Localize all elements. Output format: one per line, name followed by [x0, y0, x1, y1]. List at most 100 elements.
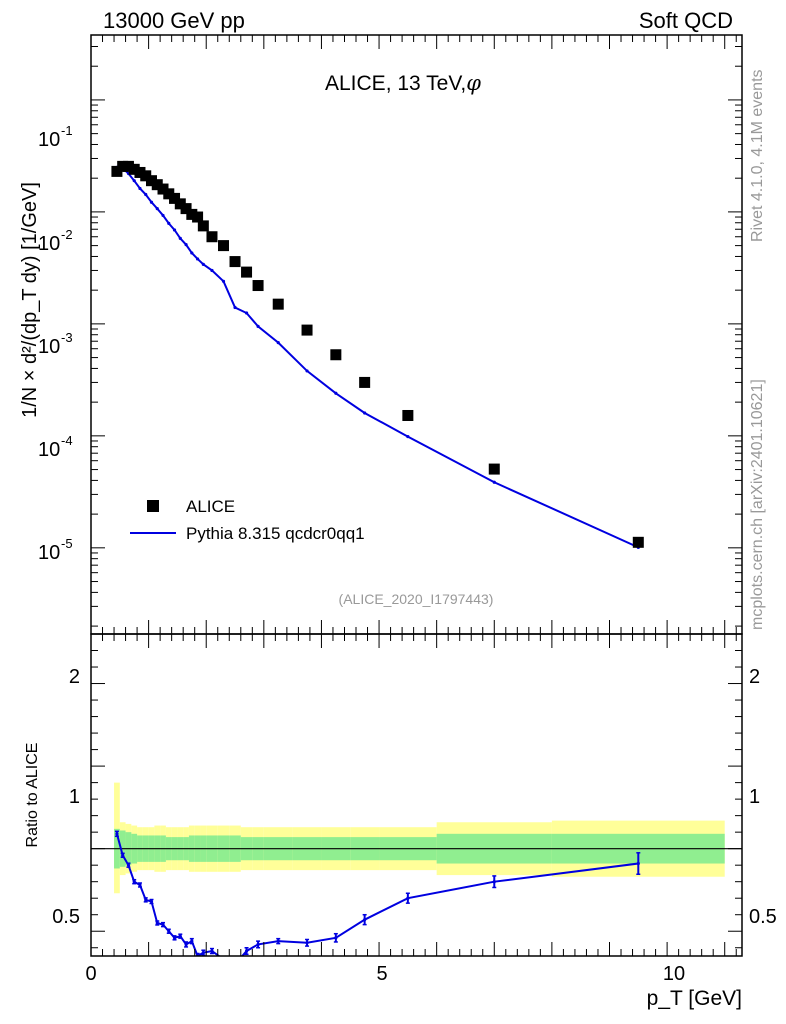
xtick-5: 5 — [376, 963, 387, 985]
mc-ratio-point — [233, 963, 236, 966]
plot-title: ALICE, 13 TeV,φ — [325, 71, 481, 95]
alice-data-point — [140, 170, 152, 182]
mc-ratio-point — [138, 883, 142, 887]
spectrum-ylabel: 1/N × d²/(dp_T dy) [1/GeV] — [19, 182, 41, 418]
mc-spectrum-point — [210, 268, 214, 273]
ratio-ytick-2-left: 2 — [69, 666, 80, 688]
mc-spectrum-point — [132, 179, 136, 183]
mc-ratio-point — [132, 880, 136, 884]
alice-data-point — [241, 266, 253, 278]
alice-data-point — [330, 349, 342, 361]
ytick-1e-1-exp: -1 — [61, 123, 73, 138]
ytick-1e-2-exp: -2 — [61, 227, 73, 242]
mc-spectrum-line — [116, 166, 639, 549]
alice-data-point — [157, 183, 169, 195]
alice-data-point — [169, 192, 181, 204]
ratio-ylabel: Ratio to ALICE — [24, 743, 41, 848]
alice-data-point — [218, 240, 230, 252]
mc-spectrum-point — [492, 480, 496, 484]
ratio-ytick-0.5-left: 0.5 — [52, 906, 80, 928]
alice-data-point — [488, 463, 500, 475]
mc-spectrum-point — [178, 236, 182, 240]
legend: ALICE Pythia 8.315 qcdcr0qq1 — [130, 497, 365, 543]
mc-spectrum-point — [221, 279, 226, 283]
mc-spectrum-point — [305, 369, 309, 373]
ytick-1e-5-exp: -5 — [61, 536, 73, 551]
mc-ratio-point — [492, 880, 496, 884]
mc-spectrum-point — [406, 434, 410, 439]
mc-ratio-point — [636, 861, 640, 866]
mc-ratio-point — [184, 942, 188, 947]
mc-spectrum-point — [256, 324, 260, 328]
ytick-1e-4-exp: -4 — [61, 433, 73, 448]
mc-spectrum-point — [363, 411, 367, 415]
mc-ratio-point — [167, 929, 171, 933]
alice-data-point — [117, 160, 129, 172]
alice-data-point — [229, 256, 241, 268]
mc-spectrum-point — [276, 341, 280, 345]
alice-data-point — [402, 409, 414, 421]
ytick-1e-3-base: 10 — [38, 336, 60, 358]
alice-data-point — [186, 208, 198, 220]
header-right: Soft QCD — [639, 8, 733, 33]
spectrum-mc-series — [115, 165, 640, 549]
mc-ratio-point — [144, 898, 148, 902]
mc-spectrum-point — [138, 186, 142, 191]
alice-data-point — [145, 175, 157, 187]
spectrum-data-series — [111, 160, 644, 548]
mc-ratio-point — [178, 934, 182, 938]
alice-data-point — [632, 536, 644, 548]
ytick-1e-1-base: 10 — [38, 129, 60, 151]
alice-data-point — [174, 198, 186, 210]
ratio-ytick-1-left: 1 — [69, 786, 80, 808]
mc-ratio-point — [121, 853, 125, 857]
alice-data-point — [359, 376, 371, 388]
mc-ratio-point — [172, 936, 177, 940]
alice-data-point — [134, 166, 146, 178]
alice-data-point — [192, 211, 204, 223]
ratio-ytick-1-right: 1 — [749, 786, 760, 808]
ratio-axis-ticks — [90, 633, 742, 956]
ytick-1e-3-exp: -3 — [61, 330, 73, 345]
mc-ratio-point — [276, 939, 280, 943]
mc-spectrum-point — [190, 251, 194, 255]
rivet-version-label: Rivet 4.1.0, 4.1M events — [749, 69, 766, 242]
ratio-ytick-2-right: 2 — [749, 666, 760, 688]
mc-ratio-point — [161, 923, 165, 927]
mc-ratio-point — [406, 896, 410, 900]
ratio-frame — [90, 633, 743, 957]
ratio-uncertainty-bands — [114, 782, 725, 894]
spectrum-frame — [90, 34, 743, 635]
mc-spectrum-point — [201, 262, 205, 266]
alice-data-point — [163, 188, 175, 200]
mc-ratio-point — [155, 921, 159, 925]
mc-ratio-point — [210, 949, 214, 953]
ratio-panel: 0.5 1 2 0.5 1 2 Ratio to ALICE 0 5 10 p_… — [24, 633, 777, 1010]
alice-data-point — [180, 203, 192, 215]
mc-spectrum-point — [195, 257, 200, 261]
mc-spectrum-point — [172, 228, 177, 232]
mc-ratio-point — [149, 899, 154, 904]
legend-mc-label: Pythia 8.315 qcdcr0qq1 — [186, 524, 365, 543]
mc-ratio-point — [363, 918, 367, 922]
mc-spectrum-point — [167, 221, 171, 225]
spectrum-axis-ticks — [90, 35, 742, 634]
mcplots-label: mcplots.cern.ch [arXiv:2401.10621] — [749, 379, 766, 630]
alice-data-point — [122, 160, 134, 172]
mc-spectrum-point — [155, 207, 159, 211]
mc-ratio-point — [256, 942, 260, 947]
mc-ratio-point — [115, 832, 119, 836]
mc-spectrum-point — [244, 311, 249, 315]
xtick-10: 10 — [663, 963, 685, 985]
mc-ratio-point — [201, 951, 205, 955]
alice-data-point — [272, 298, 284, 310]
ratio-ytick-0.5-right: 0.5 — [749, 906, 777, 928]
mc-ratio-point — [305, 941, 309, 945]
mc-ratio-point — [190, 939, 194, 943]
alice-data-point — [197, 220, 209, 232]
ytick-1e-2-base: 10 — [38, 233, 60, 255]
alice-data-point — [111, 165, 123, 177]
alice-data-point — [252, 280, 264, 292]
legend-data-marker — [147, 500, 159, 512]
xtick-0: 0 — [85, 963, 96, 985]
